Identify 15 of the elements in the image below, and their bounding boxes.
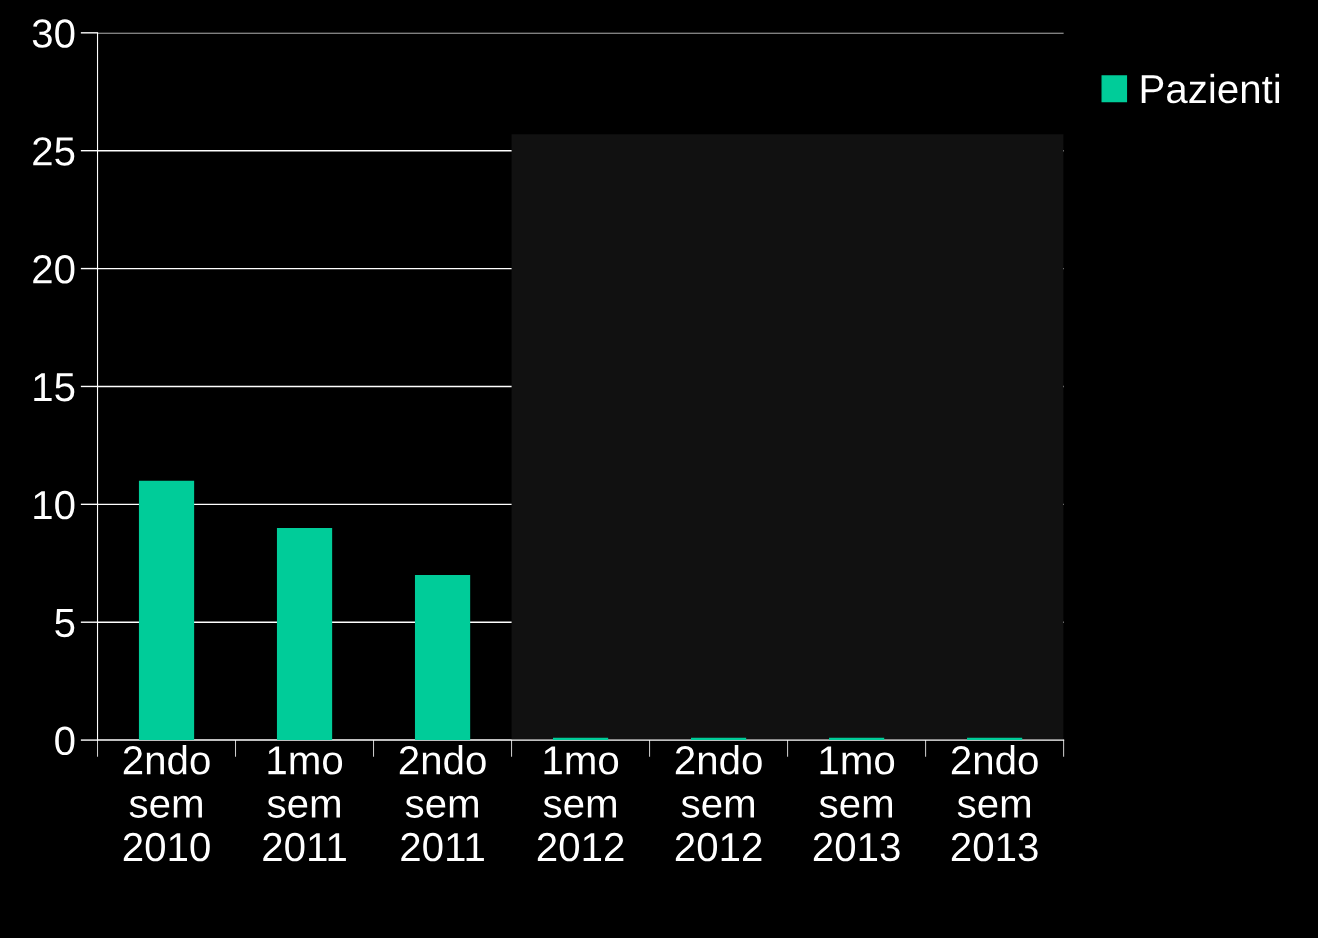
y-tick-label: 20: [33, 255, 75, 284]
y-tick-label: 15: [34, 373, 75, 402]
y-tick-label: 5: [55, 609, 75, 638]
x-tick-label: 2ndo sem 2011: [399, 744, 486, 862]
y-tick-label: 0: [55, 726, 75, 756]
y-tick-label: 30: [32, 19, 75, 48]
x-tick-label: 2ndo sem 2012: [675, 744, 762, 862]
x-tick-label: 2ndo sem 2010: [123, 744, 210, 862]
x-tick-label: 1mo sem 2012: [537, 746, 624, 862]
x-tick-label: 2ndo sem 2013: [951, 744, 1038, 862]
x-tick-label: 1mo sem 2011: [263, 746, 346, 862]
legend-label: Pazienti: [1141, 73, 1280, 104]
y-tick-label: 10: [34, 490, 75, 520]
x-tick-label: 1mo sem 2013: [813, 746, 900, 862]
y-tick-label: 25: [33, 137, 75, 166]
